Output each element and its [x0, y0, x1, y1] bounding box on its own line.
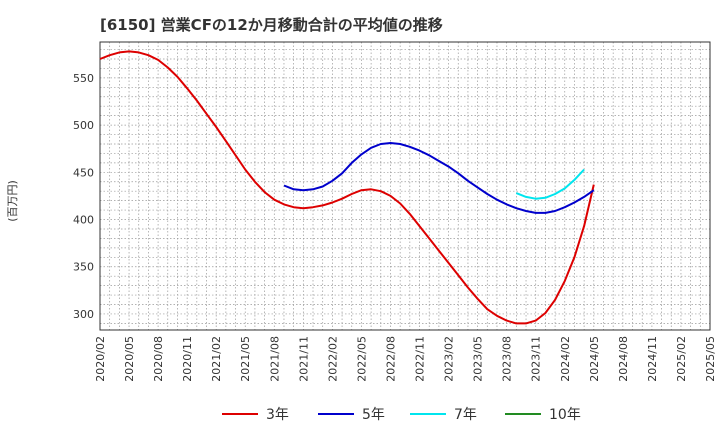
chart-title: [6150] 営業CFの12か月移動合計の平均値の推移: [100, 16, 443, 34]
legend-swatch: [505, 413, 541, 415]
series-line-7年: [515, 168, 585, 200]
legend-swatch: [410, 413, 446, 415]
grid-lines: [100, 42, 710, 330]
legend: 3年 5年 7年 10年: [0, 402, 720, 426]
y-tick-label: 350: [73, 261, 94, 274]
y-axis-label: (百万円): [6, 180, 19, 222]
legend-label: 7年: [454, 407, 477, 423]
x-tick-label: 2023/11: [530, 336, 543, 382]
x-tick-label: 2022/02: [326, 336, 339, 382]
x-tick-label: 2024/08: [617, 336, 630, 382]
x-tick-label: 2023/02: [443, 336, 456, 382]
y-tick-label: 450: [73, 166, 94, 179]
legend-swatch: [318, 413, 354, 415]
x-tick-label: 2025/02: [675, 336, 688, 382]
x-tick-label: 2022/05: [355, 336, 368, 382]
series-lines: [99, 50, 595, 325]
x-tick-label: 2023/05: [472, 336, 485, 382]
x-tick-label: 2021/11: [297, 336, 310, 382]
legend-item: 10年: [505, 402, 581, 426]
series-line-3年: [99, 50, 595, 325]
y-tick-label: 400: [73, 214, 94, 227]
legend-swatch: [222, 413, 258, 415]
x-tick-label: 2022/08: [384, 336, 397, 382]
y-tick-label: 300: [73, 308, 94, 321]
plot-frame: [99, 41, 711, 331]
legend-item: 3年: [222, 402, 289, 426]
x-tick-label: 2024/02: [559, 336, 572, 382]
legend-item: 7年: [410, 402, 477, 426]
x-tick-label: 2025/05: [704, 336, 717, 382]
y-tick-label: 500: [73, 119, 94, 132]
legend-label: 10年: [549, 407, 581, 423]
legend-label: 5年: [362, 407, 385, 423]
x-tick-label: 2021/05: [239, 336, 252, 382]
legend-item: 5年: [318, 402, 385, 426]
x-tick-label: 2020/08: [152, 336, 165, 382]
x-axis-ticks: 2020/02 2020/05 2020/08 2020/11 2021/02 2021/…: [94, 336, 717, 382]
x-tick-label: 2024/11: [646, 336, 659, 382]
x-tick-label: 2023/08: [501, 336, 514, 382]
x-tick-label: 2021/08: [268, 336, 281, 382]
x-tick-label: 2021/02: [210, 336, 223, 382]
y-tick-label: 550: [73, 72, 94, 85]
y-axis-ticks: 300 350 400 450 500 550: [73, 72, 94, 321]
x-tick-label: 2020/02: [94, 336, 107, 382]
x-tick-label: 2020/11: [181, 336, 194, 382]
legend-label: 3年: [266, 407, 289, 423]
x-tick-label: 2020/05: [123, 336, 136, 382]
x-tick-label: 2024/05: [588, 336, 601, 382]
series-line-5年: [283, 142, 595, 214]
x-tick-label: 2022/11: [414, 336, 427, 382]
